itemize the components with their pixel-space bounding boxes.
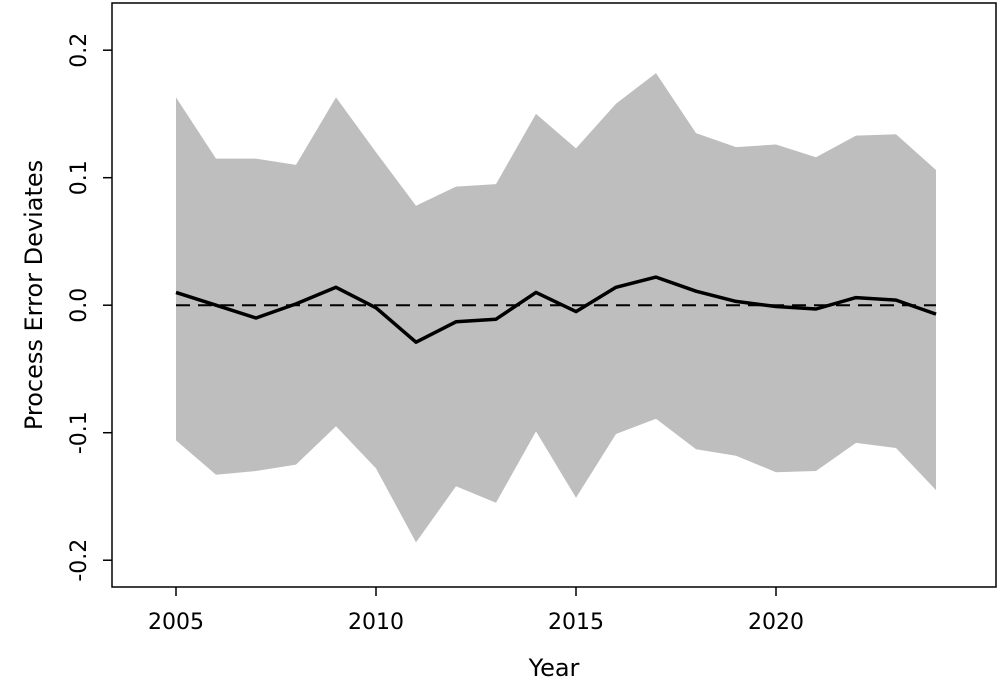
x-tick-label: 2020 [748, 610, 804, 635]
y-tick-label: 0.2 [67, 33, 92, 68]
axis-layer: 2005 2010 2015 2020 -0.2 -0.1 0.0 0.1 0.2 [67, 33, 804, 635]
x-tick-label: 2015 [548, 610, 604, 635]
confidence-band [176, 73, 936, 543]
band-layer [176, 73, 936, 543]
x-tick-label: 2005 [148, 610, 204, 635]
x-tick-label: 2010 [348, 610, 404, 635]
line-layer [175, 275, 937, 344]
y-tick-label: 0.1 [67, 160, 92, 195]
y-tick-label: -0.1 [67, 411, 92, 454]
plot-frame [111, 2, 997, 588]
y-axis-title: Process Error Deviates [20, 160, 48, 430]
x-axis-title: Year [528, 654, 580, 682]
estimate-line [175, 275, 937, 344]
y-tick-label: -0.2 [67, 539, 92, 582]
y-tick-label: 0.0 [67, 288, 92, 323]
